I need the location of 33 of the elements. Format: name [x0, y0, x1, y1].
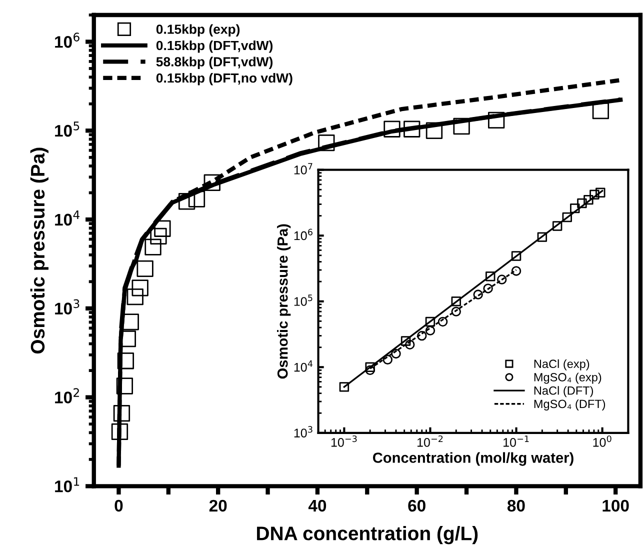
x-tick-label: 0 [114, 500, 123, 512]
y-tick-label: 10$^{1}$ [55, 477, 80, 492]
y-tick-label: 10$^{6}$ [55, 32, 80, 48]
x-tick-label: 20 [209, 500, 227, 512]
y-tick-label: 10$^{3}$ [55, 299, 80, 314]
legend-label: 0.15kbp (DFT,no vdW) [156, 72, 292, 86]
legend-label: 0.15kbp (DFT,vdW) [156, 40, 273, 53]
legend-label: 58.8kbp (DFT,vdW) [156, 56, 273, 70]
y-tick-label: 10$^{5}$ [55, 122, 80, 137]
x-tick-label: 10$^{0}$ [593, 435, 612, 447]
x-tick-label: 40 [308, 500, 326, 512]
x-tick-label: 10$^{−3}$ [331, 435, 357, 447]
y-tick-label: 10$^{4}$ [294, 360, 313, 372]
y-tick-label: 10$^{7}$ [294, 163, 312, 174]
legend-label: NaCl (DFT) [534, 386, 594, 398]
y-tick-label: 10$^{3}$ [294, 426, 312, 438]
y-axis-title: Osmotic pressure (Pa) [30, 148, 48, 354]
x-tick-label: 60 [408, 500, 426, 512]
y-axis-title: Osmotic pressure (Pa) [277, 224, 291, 379]
y-tick-label: 10$^{6}$ [294, 228, 312, 240]
legend-label: NaCl (exp) [534, 359, 590, 370]
x-axis-title: DNA concentration (g/L) [257, 526, 478, 544]
x-tick-label: 100 [602, 500, 629, 512]
y-tick-label: 10$^{2}$ [55, 388, 79, 404]
y-tick-label: 10$^{5}$ [294, 294, 312, 306]
x-axis-title: Concentration (mol/kg water) [372, 452, 574, 466]
legend-label: 0.15kbp (exp) [156, 24, 240, 37]
legend-label: MgSO₄ (DFT) [534, 399, 606, 410]
legend-label: MgSO₄ (exp) [534, 372, 602, 384]
x-tick-label: 10$^{−1}$ [504, 436, 529, 447]
y-tick-label: 10$^{4}$ [55, 210, 80, 226]
x-tick-label: 10$^{−2}$ [417, 435, 443, 447]
x-tick-label: 80 [507, 500, 525, 512]
